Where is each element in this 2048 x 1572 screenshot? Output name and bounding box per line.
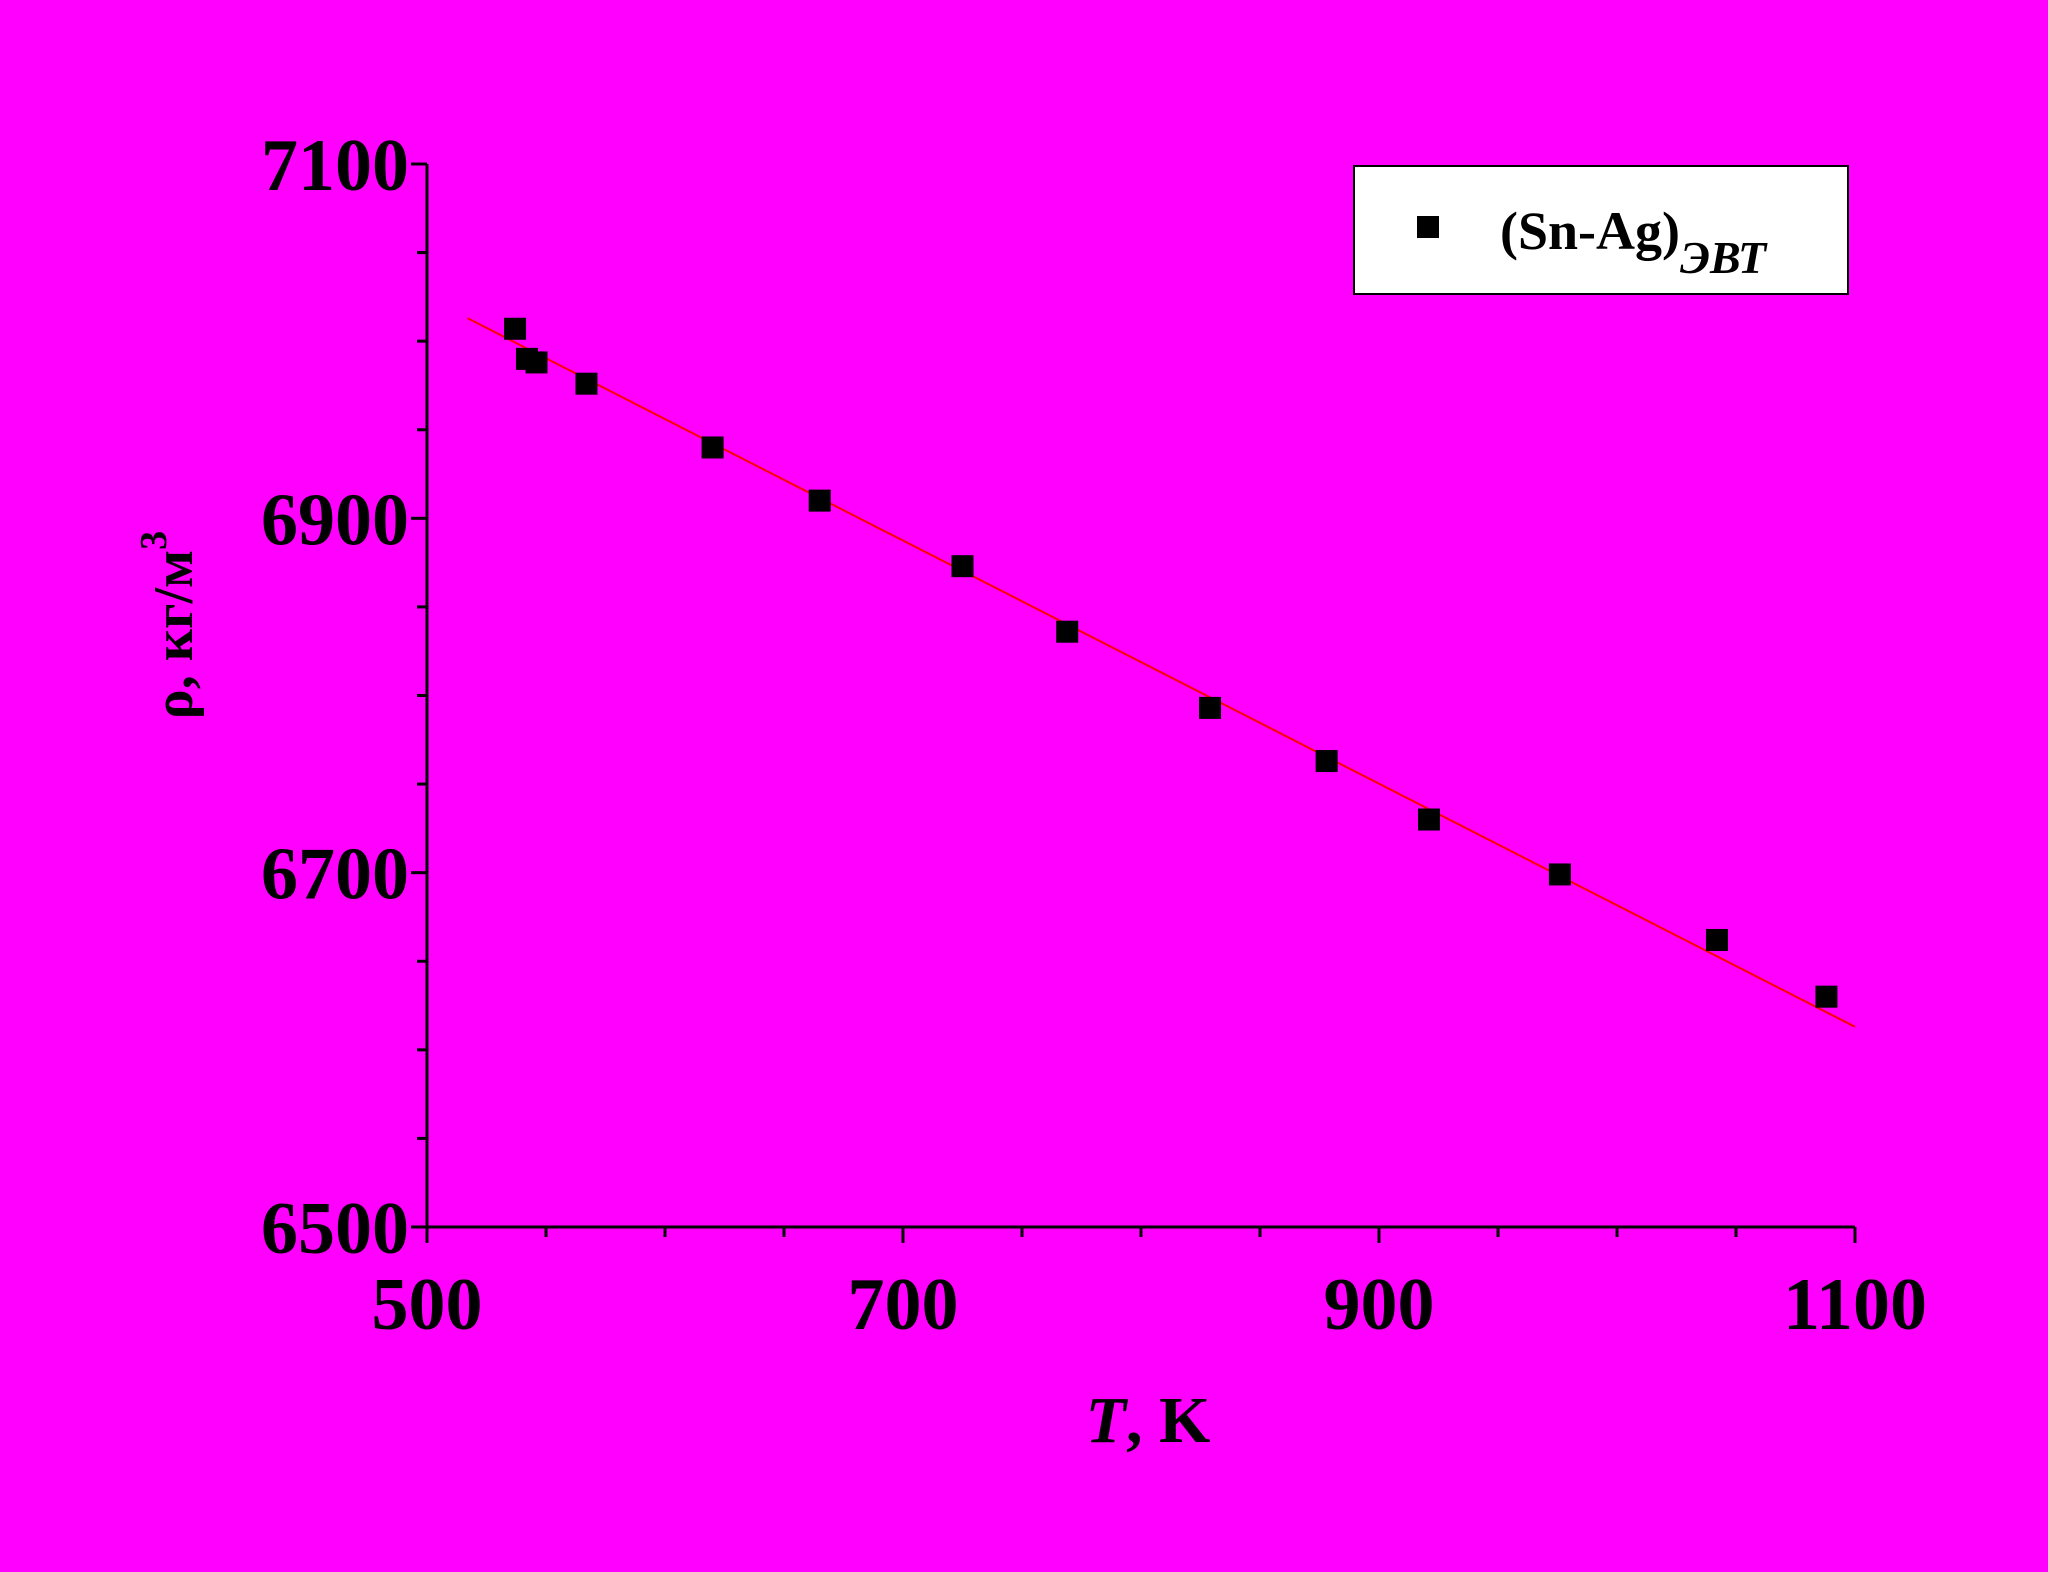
- data-point: [701, 436, 724, 459]
- y-tick-label: 6700: [261, 834, 409, 916]
- data-point: [1199, 696, 1222, 719]
- x-axis-label-italic: T: [1086, 1384, 1129, 1457]
- data-point: [1417, 808, 1440, 831]
- fit-line: [467, 317, 1856, 1028]
- data-point: [951, 555, 974, 578]
- legend-label-subscript: ЭВТ: [1680, 232, 1768, 283]
- x-axis-label: T, K: [1086, 1384, 1211, 1457]
- data-point: [525, 351, 548, 374]
- data-point: [575, 372, 598, 395]
- data-point: [504, 317, 527, 340]
- data-point: [808, 489, 831, 512]
- y-tick-label: 6900: [261, 479, 409, 561]
- fit-line-group: [467, 317, 1856, 1028]
- legend-label-main: (Sn-Ag): [1500, 201, 1680, 261]
- data-point: [1548, 863, 1571, 886]
- y-axis-label-superscript: 3: [133, 531, 175, 550]
- x-tick-label: 700: [848, 1264, 959, 1346]
- legend: (Sn-Ag)ЭВТ: [1353, 165, 1849, 295]
- y-axis-label-base: ρ, кг/м: [143, 550, 205, 719]
- ticks: [411, 162, 1857, 1243]
- legend-marker: [1417, 216, 1439, 238]
- data-point: [1315, 750, 1338, 773]
- x-axis-label-rest: , K: [1126, 1384, 1210, 1457]
- legend-label: (Sn-Ag)ЭВТ: [1500, 201, 1768, 283]
- y-tick-label: 7100: [261, 125, 409, 207]
- x-tick-label: 500: [372, 1264, 483, 1346]
- y-axis-label: ρ, кг/м3: [133, 531, 205, 719]
- x-tick-label: 900: [1324, 1264, 1435, 1346]
- data-point: [1705, 928, 1728, 951]
- y-tick-label: 6500: [261, 1188, 409, 1270]
- data-points: [504, 317, 1838, 1008]
- x-tick-label: 1100: [1783, 1264, 1927, 1346]
- axes: [425, 164, 1855, 1229]
- tick-labels: 500 700 900 1100 6500 6700 6900 7100: [261, 125, 1927, 1346]
- data-point: [1056, 620, 1079, 643]
- data-point: [1815, 985, 1838, 1008]
